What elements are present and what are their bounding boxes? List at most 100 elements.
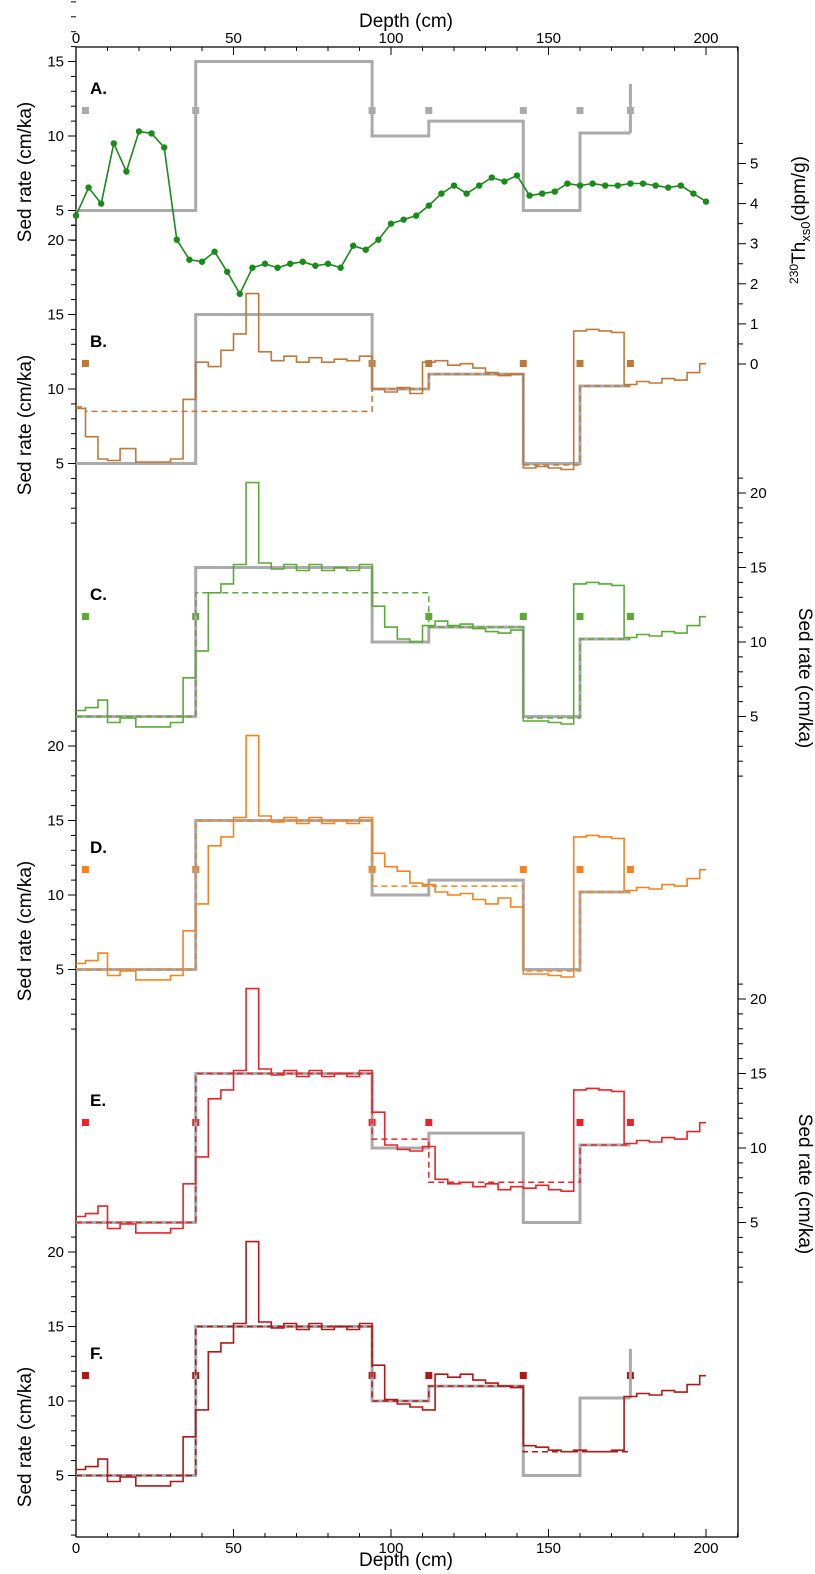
mean-rate-dashed-line: [76, 592, 631, 719]
th-data-point: [98, 200, 105, 207]
left-y-axis-title: Sed rate (cm/ka): [15, 1367, 36, 1507]
tie-point-marker: [81, 1372, 89, 1379]
th-data-point: [463, 190, 470, 197]
th-data-point: [551, 188, 558, 195]
tie-point-marker: [626, 866, 634, 873]
th-data-point: [249, 264, 256, 271]
panel-label: A.: [90, 79, 107, 98]
th-axis-title-mass: 230: [787, 264, 801, 284]
th-data-point: [173, 236, 180, 243]
reference-step-line: [76, 1325, 631, 1477]
left-y-tick-label: 5: [56, 203, 64, 220]
th-data-point: [413, 212, 420, 219]
sed-rate-step-line: [76, 1240, 706, 1487]
reference-step-line: [76, 819, 631, 971]
tie-point-marker: [519, 613, 527, 620]
right-y-tick-label: 20: [750, 991, 767, 1008]
figure-frame: 0050501001001501502002005101520Sed rate …: [15, 1, 815, 1557]
th-y-tick-label: 4: [750, 196, 758, 213]
panel-c: C.: [76, 481, 706, 728]
top-x-tick-label: 50: [225, 30, 242, 47]
th-data-point: [450, 182, 458, 189]
axes-text-layer: Depth (cm) Depth (cm) 230Thxs0(dpm/g): [359, 11, 813, 1571]
th-axis-title: 230Thxs0(dpm/g): [787, 156, 813, 284]
left-y-tick-label: 15: [47, 307, 64, 324]
left-y-tick-label: 10: [47, 887, 64, 904]
bottom-x-tick-label: 150: [536, 1540, 561, 1557]
tie-point-marker: [425, 360, 433, 367]
th-axis-title-sub: xs0: [798, 222, 813, 242]
th-data-point: [224, 268, 231, 275]
tie-point-marker: [576, 360, 584, 367]
bottom-axis-title: Depth (cm): [359, 1550, 453, 1571]
tie-point-marker: [81, 360, 89, 367]
right-y-tick-label: 10: [750, 634, 767, 651]
th-data-point: [161, 144, 168, 151]
left-y-tick-label: 5: [56, 456, 64, 473]
th-data-point: [576, 182, 584, 189]
sed-rate-step-line: [76, 734, 706, 981]
th-y-tick-label: 3: [750, 236, 758, 253]
top-x-tick-label: 150: [536, 30, 561, 47]
top-axis-title: Depth (cm): [359, 11, 453, 32]
left-y-axis-title: Sed rate (cm/ka): [15, 861, 36, 1001]
left-y-axis-title: Sed rate (cm/ka): [15, 102, 36, 242]
top-x-tick-label: 200: [693, 30, 718, 47]
th-data-point: [186, 256, 193, 263]
tie-point-marker: [425, 1119, 433, 1126]
left-y-tick-label: 15: [47, 813, 64, 830]
panel-e: E.: [76, 987, 706, 1234]
right-y-tick-label: 5: [750, 709, 758, 726]
th-data-point: [639, 180, 647, 187]
th-data-point: [337, 264, 344, 271]
tie-point-marker: [519, 1372, 527, 1379]
tie-point-marker: [519, 866, 527, 873]
reference-step-line: [76, 60, 631, 212]
reference-step-line: [76, 313, 631, 465]
th-data-point: [614, 182, 621, 189]
left-y-tick-label: 15: [47, 54, 64, 71]
left-y-tick-label: 20: [47, 738, 64, 755]
right-y-tick-label: 10: [750, 1140, 767, 1157]
mean-rate-dashed-line: [76, 373, 631, 466]
left-y-tick-label: 10: [47, 1393, 64, 1410]
th-data-point: [148, 130, 155, 137]
tie-point-marker: [519, 360, 527, 367]
th-data-point: [438, 190, 445, 197]
left-y-axis-title: Sed rate (cm/ka): [15, 355, 36, 495]
th-data-point: [400, 216, 407, 223]
th-data-point: [476, 182, 483, 189]
th-data-point: [299, 258, 306, 265]
right-y-tick-label: 20: [750, 485, 767, 502]
th-data-point: [135, 128, 143, 135]
panel-label: D.: [90, 838, 107, 857]
sed-rate-step-line: [76, 292, 706, 471]
th-y-tick-label: 1: [750, 316, 758, 333]
th-data-point: [702, 198, 710, 205]
tie-point-marker: [576, 1119, 584, 1126]
th-data-point: [425, 202, 432, 209]
th-axis-title-main: Th: [789, 242, 810, 264]
tie-point-marker: [626, 613, 634, 620]
th-data-point: [261, 260, 269, 267]
panel-label: C.: [90, 585, 107, 604]
tie-point-marker: [626, 1119, 634, 1126]
th-data-point: [362, 246, 369, 253]
right-y-axis-title: Sed rate (cm/ka): [794, 608, 815, 748]
tie-point-marker: [576, 107, 584, 114]
right-y-tick-label: 15: [750, 560, 767, 577]
th-data-point: [665, 184, 672, 191]
panel-label: E.: [90, 1091, 106, 1110]
th-y-tick-label: 0: [750, 356, 758, 373]
th-data-point: [526, 192, 533, 199]
th-data-point: [287, 260, 294, 267]
th-data-point: [110, 140, 118, 147]
reference-step-line: [76, 1072, 631, 1224]
panel-a: A.: [72, 60, 710, 298]
th-axis-title-unit: (dpm/g): [789, 156, 810, 221]
th-data-point: [274, 264, 281, 271]
tie-point-marker: [425, 1372, 433, 1379]
th-y-tick-label: 5: [750, 156, 758, 173]
tie-point-marker: [81, 107, 89, 114]
left-y-tick-label: 10: [47, 128, 64, 145]
